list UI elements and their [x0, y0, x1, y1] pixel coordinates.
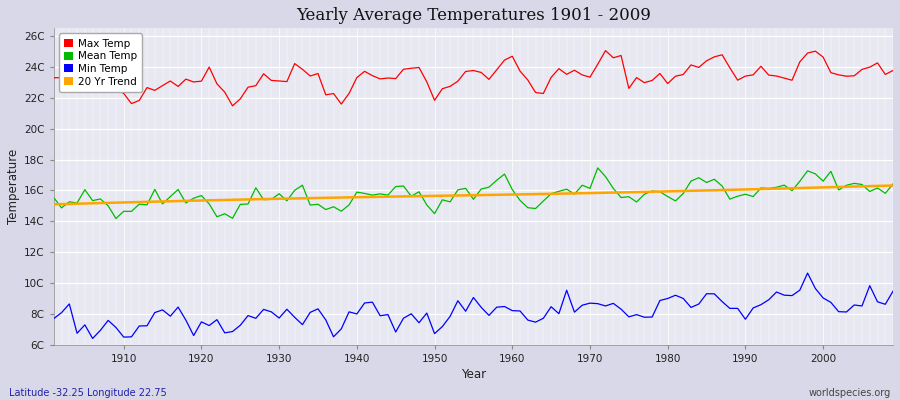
Text: worldspecies.org: worldspecies.org — [809, 388, 891, 398]
Text: Latitude -32.25 Longitude 22.75: Latitude -32.25 Longitude 22.75 — [9, 388, 166, 398]
X-axis label: Year: Year — [461, 368, 486, 381]
Y-axis label: Temperature: Temperature — [7, 149, 20, 224]
Title: Yearly Average Temperatures 1901 - 2009: Yearly Average Temperatures 1901 - 2009 — [296, 7, 651, 24]
Legend: Max Temp, Mean Temp, Min Temp, 20 Yr Trend: Max Temp, Mean Temp, Min Temp, 20 Yr Tre… — [59, 34, 142, 92]
